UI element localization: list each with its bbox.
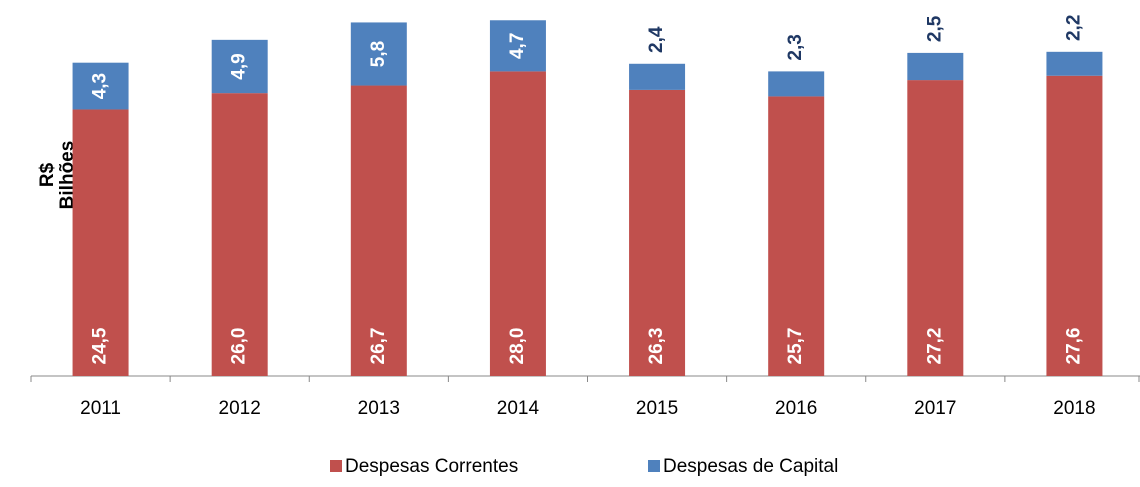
- bar-segment: [350, 85, 407, 376]
- bar-segment: [907, 52, 964, 81]
- legend-swatch: [330, 460, 342, 472]
- bar-segment: [489, 71, 546, 377]
- x-tick-label: 2018: [1053, 398, 1095, 419]
- x-tick-label: 2011: [80, 398, 121, 419]
- x-tick-label: 2012: [219, 398, 261, 419]
- data-label: 26,3: [646, 328, 667, 365]
- bar-segment: [629, 63, 686, 90]
- bar-segment: [350, 22, 407, 86]
- x-tick-label: 2017: [914, 398, 956, 419]
- data-label: 27,6: [1063, 328, 1084, 365]
- x-tick-label: 2015: [636, 398, 678, 419]
- x-tick-label: 2014: [497, 398, 540, 419]
- data-label: 28,0: [507, 328, 528, 365]
- legend-label: Despesas Correntes: [345, 456, 518, 477]
- data-label: 4,7: [507, 33, 528, 59]
- bar-segment: [72, 109, 129, 376]
- bar-segment: [768, 71, 825, 97]
- bar-segment: [1046, 51, 1103, 76]
- x-tick-label: 2016: [775, 398, 817, 419]
- data-label: 24,5: [90, 327, 111, 364]
- bar-segment: [768, 96, 825, 376]
- bar-segment: [907, 80, 964, 376]
- bar-segment: [1046, 75, 1103, 376]
- data-label: 26,0: [229, 328, 250, 365]
- bar-segment: [72, 62, 129, 110]
- data-label: 2,2: [1063, 15, 1084, 41]
- data-label: 4,9: [229, 53, 250, 79]
- legend-swatch: [648, 460, 660, 472]
- bar-segment: [629, 89, 686, 376]
- data-label: 2,4: [646, 26, 667, 53]
- x-tick-label: 2013: [358, 398, 400, 419]
- data-label: 4,3: [90, 73, 111, 99]
- data-label: 25,7: [785, 328, 806, 365]
- data-label: 27,2: [924, 328, 945, 365]
- data-label: 2,5: [924, 15, 945, 42]
- data-label: 2,3: [785, 34, 806, 60]
- legend-label: Despesas de Capital: [663, 456, 838, 477]
- data-label: 26,7: [368, 328, 389, 365]
- bar-segment: [489, 20, 546, 72]
- y-axis-label: R$: [37, 162, 58, 187]
- bar-segment: [211, 93, 268, 376]
- data-label: 5,8: [368, 41, 389, 67]
- bar-segment: [211, 39, 268, 94]
